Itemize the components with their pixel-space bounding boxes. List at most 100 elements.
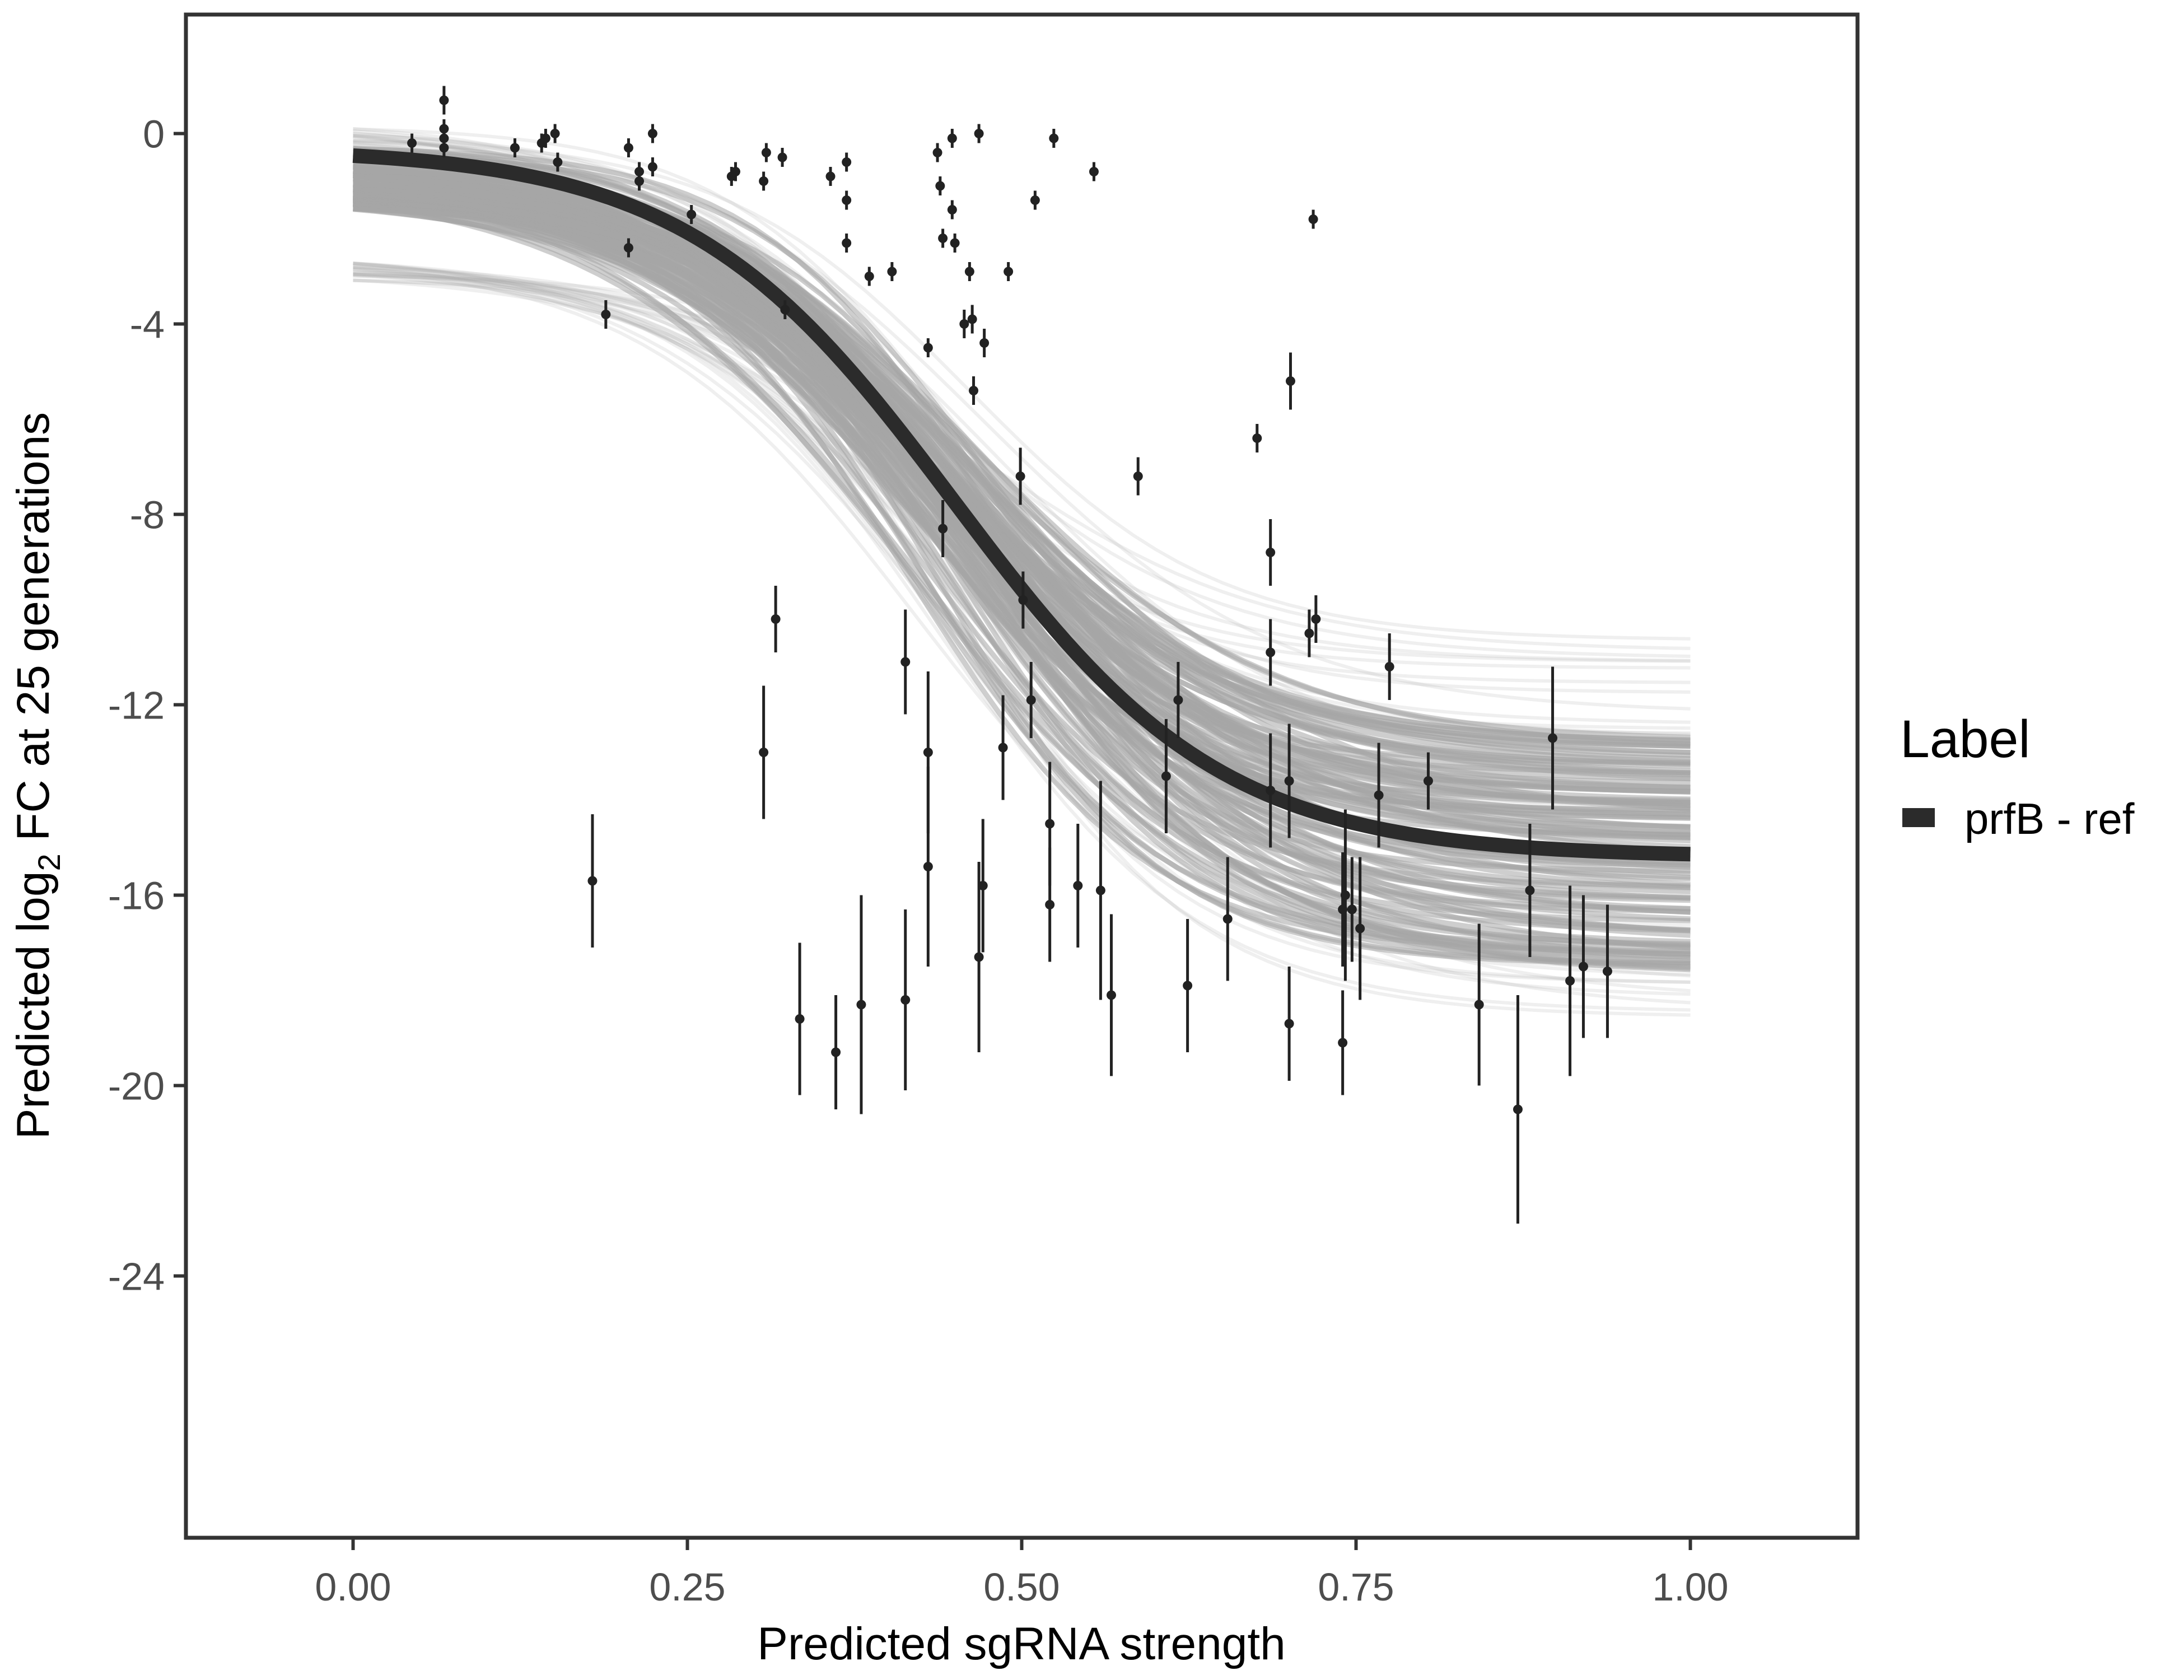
data-point bbox=[1183, 981, 1193, 991]
data-point bbox=[825, 171, 836, 181]
data-point bbox=[1030, 195, 1040, 205]
x-tick-label: 0.50 bbox=[983, 1565, 1060, 1609]
data-point bbox=[1374, 790, 1384, 800]
y-tick-label: -20 bbox=[108, 1065, 165, 1108]
data-point bbox=[935, 181, 945, 191]
y-tick-label: -8 bbox=[130, 493, 165, 537]
data-point bbox=[1106, 990, 1116, 1000]
data-point bbox=[1565, 976, 1575, 986]
data-point bbox=[938, 234, 948, 243]
data-point bbox=[687, 209, 697, 220]
posterior-curve bbox=[353, 272, 1691, 670]
data-point bbox=[1355, 923, 1365, 934]
data-point bbox=[795, 1014, 805, 1024]
y-tick-label: -4 bbox=[130, 303, 165, 347]
data-point bbox=[550, 129, 560, 138]
data-point bbox=[967, 314, 977, 324]
data-point bbox=[1285, 376, 1295, 386]
y-axis-title-subscript: 2 bbox=[31, 853, 67, 871]
data-point bbox=[842, 238, 852, 248]
data-point bbox=[1045, 900, 1055, 909]
data-point bbox=[1095, 885, 1105, 895]
y-tick-label: -16 bbox=[108, 874, 165, 918]
y-axis-title: Predicted log2 FC at 25 generations bbox=[8, 412, 67, 1139]
data-point bbox=[1222, 914, 1233, 924]
data-point bbox=[647, 162, 657, 172]
data-point bbox=[771, 614, 781, 624]
data-point bbox=[1089, 167, 1099, 176]
data-point bbox=[887, 267, 897, 277]
y-tick-label: 0 bbox=[143, 113, 165, 156]
posterior-curve bbox=[353, 206, 1691, 934]
data-point bbox=[932, 148, 942, 157]
data-point bbox=[938, 524, 948, 534]
data-point bbox=[864, 272, 874, 281]
posterior-curve bbox=[353, 196, 1691, 964]
data-point bbox=[831, 1047, 841, 1057]
data-point bbox=[900, 657, 911, 667]
data-point bbox=[974, 129, 984, 138]
data-point bbox=[1045, 819, 1055, 829]
data-point bbox=[1338, 1038, 1348, 1048]
data-point bbox=[1304, 628, 1314, 638]
data-point bbox=[553, 157, 563, 167]
data-point bbox=[623, 143, 633, 153]
data-point bbox=[1340, 890, 1350, 900]
data-point bbox=[407, 138, 417, 148]
data-point bbox=[1338, 904, 1348, 914]
data-point bbox=[634, 176, 645, 186]
data-point bbox=[510, 143, 520, 153]
posterior-curve bbox=[353, 266, 1691, 1012]
data-point bbox=[1384, 662, 1394, 671]
data-point bbox=[1161, 771, 1171, 781]
data-point bbox=[1049, 133, 1059, 143]
data-point bbox=[540, 133, 550, 143]
data-point bbox=[1252, 433, 1262, 443]
data-point bbox=[923, 862, 933, 871]
data-point bbox=[969, 386, 979, 395]
data-point bbox=[842, 157, 852, 167]
data-point bbox=[730, 167, 740, 176]
data-point bbox=[439, 124, 449, 134]
posterior-curve bbox=[353, 140, 1691, 766]
posterior-curve bbox=[353, 278, 1691, 724]
data-point bbox=[1266, 548, 1276, 557]
data-point bbox=[923, 343, 933, 353]
posterior-curve bbox=[353, 131, 1691, 984]
data-point bbox=[1173, 695, 1183, 705]
data-point bbox=[1602, 967, 1612, 976]
data-point bbox=[1578, 962, 1588, 972]
data-point bbox=[1266, 786, 1276, 795]
posterior-curve bbox=[353, 169, 1691, 889]
data-point bbox=[601, 310, 611, 319]
x-tick-label: 0.25 bbox=[649, 1565, 725, 1609]
data-point bbox=[979, 338, 990, 348]
data-point bbox=[1525, 885, 1535, 895]
legend-key bbox=[1902, 808, 1935, 827]
data-point bbox=[759, 176, 769, 186]
posterior-curve bbox=[353, 138, 1691, 641]
y-axis-title-prefix: Predicted log bbox=[8, 871, 59, 1140]
data-point bbox=[842, 195, 852, 205]
data-point bbox=[1073, 881, 1083, 890]
data-point bbox=[974, 952, 984, 962]
data-point bbox=[439, 133, 449, 143]
data-point bbox=[1004, 267, 1014, 277]
data-point bbox=[1513, 1104, 1523, 1114]
data-point bbox=[1284, 1019, 1294, 1029]
x-tick-label: 0.75 bbox=[1318, 1565, 1394, 1609]
data-points bbox=[407, 95, 1612, 1114]
data-point bbox=[959, 319, 969, 329]
data-point bbox=[1423, 776, 1433, 786]
x-axis-title: Predicted sgRNA strength bbox=[757, 1618, 1285, 1669]
posterior-curve bbox=[353, 197, 1691, 811]
legend: Label prfB - ref bbox=[1900, 710, 2135, 843]
y-axis: 0 -4 -8 -12 -16 -20 -24 bbox=[108, 113, 184, 1299]
data-point bbox=[998, 743, 1008, 753]
x-tick-label: 1.00 bbox=[1652, 1565, 1728, 1609]
y-axis-title-suffix: FC at 25 generations bbox=[8, 412, 59, 854]
data-point bbox=[1347, 904, 1357, 914]
data-point bbox=[439, 143, 449, 153]
data-point bbox=[623, 243, 633, 253]
data-point bbox=[1548, 733, 1558, 743]
